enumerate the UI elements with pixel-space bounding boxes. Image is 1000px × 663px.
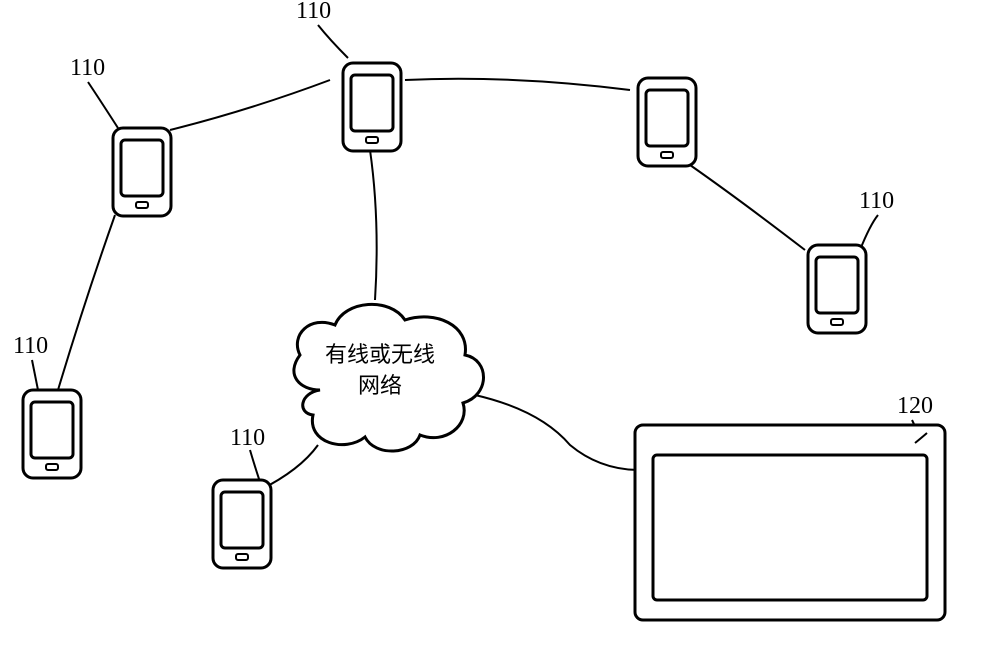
edge-phone1-phone5	[58, 215, 115, 390]
label-phone5: 110	[13, 333, 48, 360]
label-phone6: 110	[230, 425, 265, 452]
monitor	[635, 425, 945, 620]
edge-cloud-monitor	[475, 395, 640, 470]
nodes	[23, 63, 945, 620]
phone3	[638, 78, 696, 166]
phone4	[808, 245, 866, 333]
leader-4	[860, 215, 878, 250]
label-phone1: 110	[70, 55, 105, 82]
edge-phone1-phone2	[170, 80, 330, 130]
leader-lines	[32, 25, 922, 482]
cloud-text-line1: 有线或无线	[325, 342, 435, 367]
phone1	[113, 128, 171, 216]
diagram-svg	[0, 0, 1000, 663]
leader-0	[88, 82, 118, 128]
network-diagram: 110 110 110 110 110 120 有线或无线 网络	[0, 0, 1000, 663]
edge-phone2-cloud	[370, 150, 377, 300]
edge-phone2-phone3	[405, 79, 630, 90]
phone2	[343, 63, 401, 151]
label-monitor: 120	[897, 393, 933, 420]
label-phone4: 110	[859, 188, 894, 215]
leader-1	[318, 25, 348, 58]
edge-phone3-phone4	[690, 165, 805, 250]
cloud-text-line2: 网络	[358, 373, 402, 398]
cloud-text: 有线或无线 网络	[325, 340, 435, 402]
leader-3	[250, 450, 260, 482]
label-phone2: 110	[296, 0, 331, 25]
phone5	[23, 390, 81, 478]
leader-2	[32, 360, 38, 390]
phone6	[213, 480, 271, 568]
